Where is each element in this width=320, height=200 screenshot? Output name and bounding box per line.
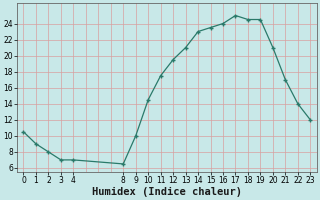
X-axis label: Humidex (Indice chaleur): Humidex (Indice chaleur) <box>92 186 242 197</box>
